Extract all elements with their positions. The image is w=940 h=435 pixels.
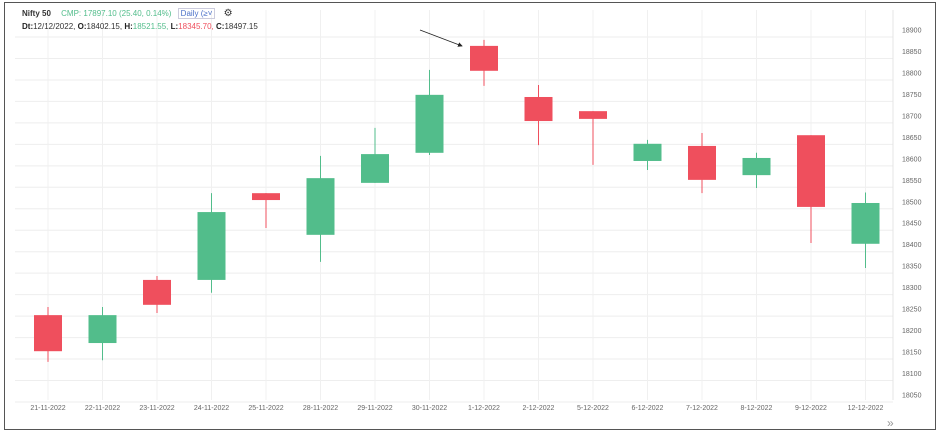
y-tick-label: 18750 bbox=[902, 92, 922, 99]
high-label: H: bbox=[124, 22, 133, 31]
y-tick-label: 18700 bbox=[902, 113, 922, 120]
x-tick-label: 6-12-2022 bbox=[632, 405, 664, 412]
annotation-arrow bbox=[419, 29, 463, 47]
y-tick-label: 18400 bbox=[902, 242, 922, 249]
y-tick-label: 18900 bbox=[902, 28, 922, 35]
date-label: Dt: bbox=[22, 22, 34, 31]
candle-down bbox=[143, 279, 171, 305]
x-tick-label: 7-12-2022 bbox=[686, 405, 718, 412]
candle-down bbox=[579, 111, 607, 119]
x-tick-label: 22-11-2022 bbox=[85, 405, 120, 412]
high-value: 18521.55, bbox=[132, 22, 169, 31]
x-tick-label: 21-11-2022 bbox=[30, 405, 65, 412]
interval-select[interactable]: Daily (≥˅ bbox=[177, 8, 216, 19]
y-tick-label: 18550 bbox=[902, 178, 922, 185]
low-value: 18345.70, bbox=[178, 22, 214, 31]
close-value: 18497.15 bbox=[224, 22, 258, 31]
candle-up bbox=[633, 143, 662, 161]
x-tick-label: 8-12-2022 bbox=[741, 405, 773, 412]
y-tick-label: 18250 bbox=[902, 307, 922, 314]
x-tick-label: 12-12-2022 bbox=[848, 405, 884, 412]
gear-icon[interactable]: ⚙ bbox=[223, 8, 233, 19]
candle-down bbox=[252, 193, 280, 201]
x-tick-label: 5-12-2022 bbox=[577, 405, 609, 412]
y-tick-label: 18300 bbox=[902, 285, 922, 292]
candle-up bbox=[197, 212, 226, 280]
candle-down bbox=[688, 145, 716, 180]
x-tick-label: 9-12-2022 bbox=[795, 405, 827, 412]
x-tick-label: 29-11-2022 bbox=[357, 405, 392, 412]
interval-value: Daily bbox=[180, 9, 199, 18]
x-tick-label: 23-11-2022 bbox=[139, 405, 174, 412]
y-tick-label: 18150 bbox=[902, 350, 922, 357]
y-tick-label: 18800 bbox=[902, 70, 922, 77]
chart-header: Nifty 50 CMP: 17897.10 (25.40, 0.14%) Da… bbox=[22, 8, 233, 19]
low-label: L: bbox=[170, 22, 179, 31]
candle-up bbox=[88, 315, 117, 344]
x-tick-label: 28-11-2022 bbox=[303, 405, 338, 412]
y-tick-label: 18050 bbox=[902, 393, 922, 400]
open-value: 18402.15, bbox=[86, 22, 123, 31]
y-tick-label: 18600 bbox=[902, 156, 922, 163]
y-tick-label: 18850 bbox=[902, 49, 922, 56]
x-tick-label: 1-12-2022 bbox=[468, 405, 500, 412]
candle-up bbox=[306, 178, 335, 235]
ohlc-readout: Dt:12/12/2022, O:18402.15, H:18521.55, L… bbox=[22, 22, 258, 32]
x-tick-label: 2-12-2022 bbox=[523, 405, 555, 412]
candle-down bbox=[797, 135, 825, 207]
y-tick-label: 18100 bbox=[902, 371, 922, 378]
double-chevron-right-icon[interactable]: » bbox=[887, 416, 894, 430]
candle-up bbox=[851, 202, 880, 244]
y-tick-label: 18450 bbox=[902, 221, 922, 228]
x-tick-label: 30-11-2022 bbox=[412, 405, 447, 412]
y-tick-label: 18350 bbox=[902, 264, 922, 271]
date-value: 12/12/2022, bbox=[33, 22, 76, 31]
candle-down bbox=[470, 45, 498, 71]
x-tick-label: 24-11-2022 bbox=[194, 405, 229, 412]
chart-frame bbox=[4, 2, 936, 430]
y-tick-label: 18650 bbox=[902, 135, 922, 142]
candle-down bbox=[524, 96, 553, 122]
candle-up bbox=[415, 94, 444, 153]
cmp-value: CMP: 17897.10 (25.40, 0.14%) bbox=[61, 9, 172, 18]
close-label: C: bbox=[216, 22, 225, 31]
y-tick-label: 18200 bbox=[902, 328, 922, 335]
candle-up bbox=[361, 154, 389, 183]
chevron-down-icon: (≥˅ bbox=[200, 9, 213, 18]
instrument-title: Nifty 50 bbox=[22, 9, 51, 18]
open-label: O: bbox=[77, 22, 87, 31]
x-tick-label: 25-11-2022 bbox=[248, 405, 283, 412]
candle-up bbox=[742, 157, 771, 176]
y-tick-label: 18500 bbox=[902, 199, 922, 206]
candle-down bbox=[34, 315, 62, 352]
